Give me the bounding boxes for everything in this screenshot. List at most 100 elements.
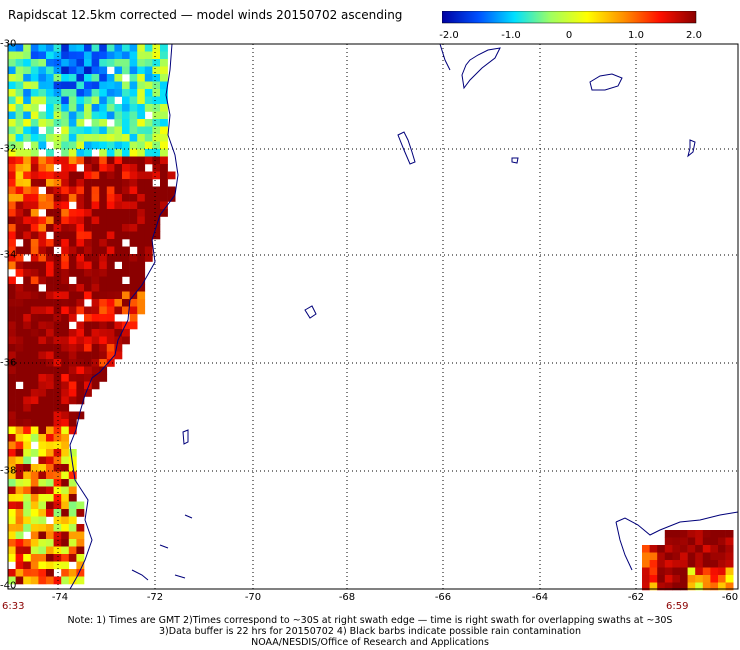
- wind-diff-cell: [68, 171, 77, 180]
- wind-diff-cell: [91, 141, 100, 150]
- wind-diff-cell: [106, 111, 115, 120]
- wind-diff-cell: [114, 59, 123, 67]
- wind-diff-cell: [38, 291, 47, 300]
- wind-diff-cell: [91, 186, 100, 195]
- coastline-segment: [182, 429, 189, 445]
- wind-diff-cell: [114, 284, 123, 292]
- wind-diff-cell: [38, 66, 47, 75]
- wind-diff-cell: [137, 96, 146, 105]
- wind-diff-cell: [46, 554, 54, 562]
- wind-diff-cell: [106, 171, 115, 180]
- wind-diff-cell: [68, 299, 77, 307]
- wind-diff-cell: [137, 134, 146, 142]
- wind-diff-cell: [15, 561, 24, 570]
- wind-diff-cell: [137, 44, 146, 52]
- wind-diff-cell: [8, 366, 16, 375]
- wind-diff-cell: [129, 171, 138, 180]
- wind-diff-cell: [53, 81, 62, 90]
- wind-diff-cell: [15, 524, 24, 532]
- wind-diff-cell: [61, 456, 70, 465]
- wind-diff-cell: [76, 179, 85, 187]
- wind-diff-cell: [30, 231, 39, 240]
- wind-diff-cell: [687, 552, 696, 561]
- wind-diff-cell: [38, 411, 47, 420]
- wind-diff-cell: [106, 134, 115, 142]
- wind-diff-cell: [8, 426, 16, 435]
- wind-diff-cell: [99, 231, 108, 240]
- wind-diff-cell: [114, 291, 123, 300]
- coastline-segment: [615, 511, 739, 536]
- wind-diff-cell: [122, 194, 130, 202]
- wind-diff-cell: [23, 74, 32, 82]
- wind-diff-cell: [137, 104, 146, 112]
- wind-diff-cell: [30, 299, 39, 307]
- wind-diff-cell: [144, 156, 153, 165]
- wind-diff-cell: [99, 74, 108, 82]
- wind-diff-cell: [122, 156, 130, 165]
- wind-diff-cell: [53, 404, 62, 412]
- wind-diff-cell: [23, 149, 32, 157]
- wind-diff-cell: [15, 411, 24, 420]
- wind-diff-cell: [76, 171, 85, 180]
- wind-diff-cell: [30, 66, 39, 75]
- wind-diff-cell: [91, 119, 100, 127]
- wind-diff-cell: [114, 141, 123, 150]
- wind-diff-cell: [152, 201, 161, 210]
- wind-diff-cell: [68, 314, 77, 322]
- wind-diff-cell: [137, 276, 146, 285]
- wind-diff-cell: [68, 306, 77, 315]
- wind-diff-cell: [68, 569, 77, 577]
- wind-diff-cell: [680, 530, 688, 538]
- wind-diff-cell: [61, 104, 70, 112]
- wind-diff-cell: [129, 156, 138, 165]
- wind-diff-cell: [114, 231, 123, 240]
- wind-diff-cell: [8, 231, 16, 240]
- wind-diff-cell: [122, 51, 130, 60]
- lat-label: -30: [0, 38, 17, 50]
- wind-diff-cell: [15, 404, 24, 412]
- wind-diff-cell: [160, 44, 168, 52]
- wind-diff-cell: [710, 545, 719, 553]
- wind-diff-cell: [122, 81, 130, 90]
- wind-diff-cell: [23, 329, 32, 337]
- wind-diff-cell: [68, 411, 77, 420]
- wind-diff-cell: [8, 224, 16, 232]
- wind-diff-cell: [642, 560, 650, 568]
- wind-diff-cell: [91, 111, 100, 120]
- wind-diff-cell: [106, 291, 115, 300]
- wind-diff-cell: [91, 359, 100, 367]
- wind-diff-cell: [8, 351, 16, 360]
- wind-diff-cell: [84, 89, 92, 97]
- wind-diff-cell: [15, 156, 24, 165]
- wind-diff-cell: [46, 306, 54, 315]
- wind-diff-cell: [53, 524, 62, 532]
- wind-diff-cell: [672, 530, 681, 538]
- wind-diff-cell: [84, 126, 92, 135]
- wind-diff-cell: [99, 276, 108, 285]
- wind-diff-cell: [15, 374, 24, 382]
- wind-diff-cell: [30, 411, 39, 420]
- wind-diff-cell: [99, 209, 108, 217]
- wind-diff-cell: [38, 51, 47, 60]
- wind-diff-cell: [8, 194, 16, 202]
- wind-diff-cell: [76, 201, 85, 210]
- wind-diff-cell: [46, 374, 54, 382]
- wind-diff-cell: [702, 552, 711, 561]
- wind-diff-cell: [46, 314, 54, 322]
- wind-diff-cell: [8, 119, 16, 127]
- wind-diff-cell: [30, 246, 39, 255]
- wind-diff-cell: [99, 81, 108, 90]
- wind-diff-cell: [23, 494, 32, 502]
- wind-diff-cell: [91, 366, 100, 375]
- wind-diff-cell: [99, 299, 108, 307]
- wind-diff-cell: [76, 284, 85, 292]
- wind-diff-cell: [99, 111, 108, 120]
- wind-diff-cell: [144, 59, 153, 67]
- wind-diff-cell: [76, 411, 85, 420]
- wind-diff-cell: [91, 261, 100, 270]
- wind-diff-cell: [38, 524, 47, 532]
- wind-diff-cell: [114, 194, 123, 202]
- wind-diff-cell: [106, 299, 115, 307]
- wind-diff-cell: [53, 366, 62, 375]
- wind-diff-cell: [15, 179, 24, 187]
